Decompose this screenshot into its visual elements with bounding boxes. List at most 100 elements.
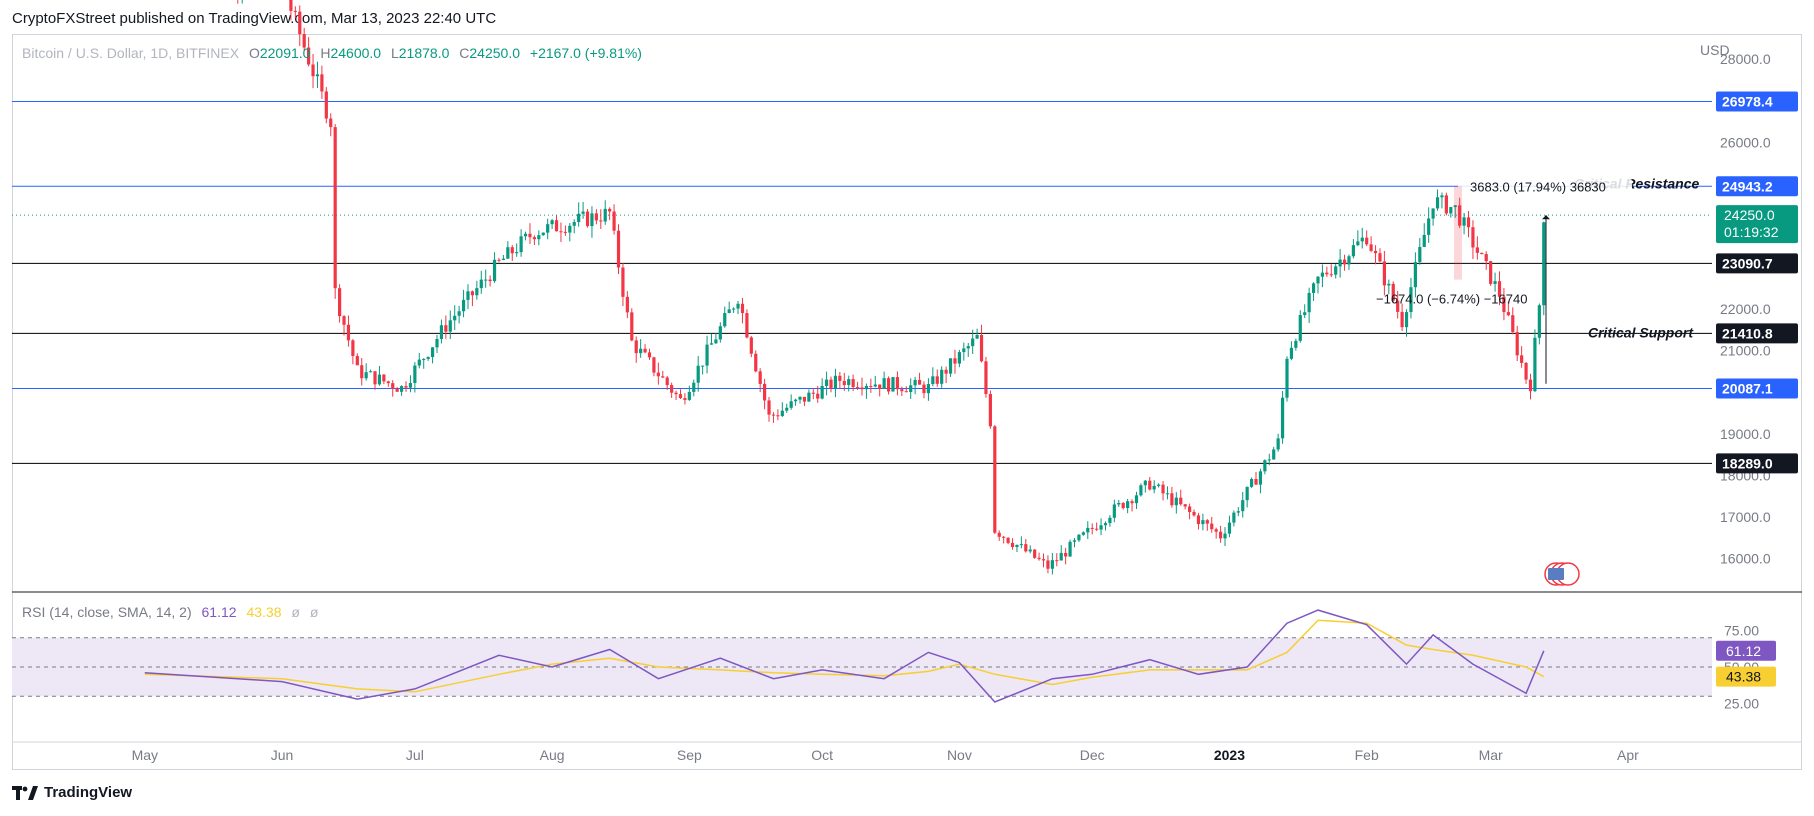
candle-body	[1298, 315, 1302, 341]
candle-body	[864, 385, 869, 390]
candle-body	[541, 232, 545, 236]
candle-body	[523, 233, 528, 237]
candle-body	[1201, 520, 1205, 525]
candle-body	[1267, 459, 1271, 461]
candle-body	[1245, 486, 1249, 501]
candle-body	[289, 0, 293, 11]
candle-body	[966, 346, 970, 349]
candle-body	[1249, 479, 1254, 487]
tradingview-footer[interactable]: TradingView	[12, 784, 132, 801]
price-tick-label: 26000.0	[1720, 134, 1771, 150]
candle-body	[1378, 253, 1382, 262]
candle-body	[1497, 281, 1502, 297]
candle-body	[922, 384, 926, 394]
candle-body	[855, 387, 860, 389]
time-tick-label: Dec	[1080, 747, 1105, 763]
candle-body	[723, 313, 727, 327]
candle-body	[466, 291, 470, 300]
candle-body	[829, 379, 833, 389]
candle-body	[1316, 276, 1320, 284]
rsi-legend-value: 61.12	[201, 604, 237, 620]
candle-body	[444, 325, 448, 332]
candle-body	[869, 385, 873, 387]
candle-body	[1068, 541, 1072, 557]
candle-body	[820, 385, 824, 399]
measure-down-label: −1674.0 (−6.74%) −16740	[1376, 291, 1527, 306]
open-label: O	[248, 45, 260, 61]
close-label: C	[459, 45, 470, 61]
candle-body	[1179, 497, 1183, 505]
candle-body	[492, 259, 497, 282]
candle-body	[457, 311, 461, 316]
candle-body	[661, 376, 665, 378]
candle-body	[1280, 397, 1285, 439]
na-marker: ø	[291, 604, 300, 620]
tradingview-logo-icon	[12, 785, 38, 800]
candle-body	[948, 358, 953, 374]
bar-countdown-label: 01:19:32	[1724, 224, 1779, 240]
candle-body	[1391, 283, 1395, 301]
candle-body	[1373, 250, 1378, 254]
candle-body	[1413, 262, 1417, 288]
candle-body	[470, 291, 475, 296]
candle-body	[1285, 358, 1289, 398]
candle-body	[408, 382, 413, 388]
candle-body	[1422, 234, 1426, 247]
candle-body	[577, 213, 581, 223]
candle-body	[909, 385, 913, 393]
candle-body	[475, 288, 479, 296]
candle-body	[842, 380, 846, 386]
na-marker: ø	[309, 604, 319, 620]
candle-body	[355, 355, 359, 366]
candle-body	[1095, 528, 1099, 530]
candle-body	[913, 379, 917, 386]
candle-body	[670, 385, 674, 393]
candle-body	[621, 267, 625, 297]
candle-body	[293, 10, 297, 12]
rsi-line	[144, 609, 1545, 703]
candle-body	[1055, 560, 1059, 562]
price-tick-label: 28000.0	[1720, 51, 1771, 67]
candle-body	[807, 392, 811, 402]
tradingview-brand: TradingView	[44, 784, 133, 801]
candle-body	[311, 64, 315, 77]
candle-body	[307, 47, 311, 65]
candle-body	[816, 393, 820, 399]
level-price-label: 21410.8	[1722, 325, 1773, 341]
time-tick-label: Jun	[271, 747, 294, 763]
rsi-sma-line	[144, 619, 1545, 693]
candle-body	[1019, 544, 1023, 546]
candle-body	[616, 230, 621, 268]
candle-body	[714, 339, 718, 344]
high-value: 24600.0	[330, 45, 382, 61]
candle-body	[1320, 272, 1325, 277]
candle-body	[1475, 247, 1479, 253]
candle-body	[386, 381, 390, 384]
candle-body	[497, 259, 501, 261]
candle-body	[1528, 379, 1533, 392]
candle-body	[1466, 217, 1471, 228]
candle-body	[802, 396, 807, 402]
candle-body	[1484, 254, 1488, 262]
candle-body	[1542, 222, 1546, 306]
candle-body	[404, 386, 408, 388]
candle-body	[962, 348, 966, 353]
candle-body	[1382, 261, 1386, 286]
candle-body	[315, 74, 320, 77]
candle-body	[1289, 347, 1294, 359]
candle-body	[1294, 340, 1298, 348]
price-tick-label: 22000.0	[1720, 301, 1771, 317]
candle-body	[1041, 559, 1046, 561]
level-price-label: 26978.4	[1722, 94, 1773, 110]
candle-body	[1431, 208, 1435, 219]
candle-body	[1232, 512, 1236, 523]
candle-body	[298, 11, 302, 35]
candle-body	[1537, 305, 1541, 338]
candle-body	[1272, 449, 1276, 460]
candle-body	[625, 296, 629, 313]
candle-body	[1241, 500, 1245, 512]
candle-body	[417, 359, 421, 366]
candle-body	[838, 375, 842, 381]
candle-body	[1183, 504, 1187, 507]
